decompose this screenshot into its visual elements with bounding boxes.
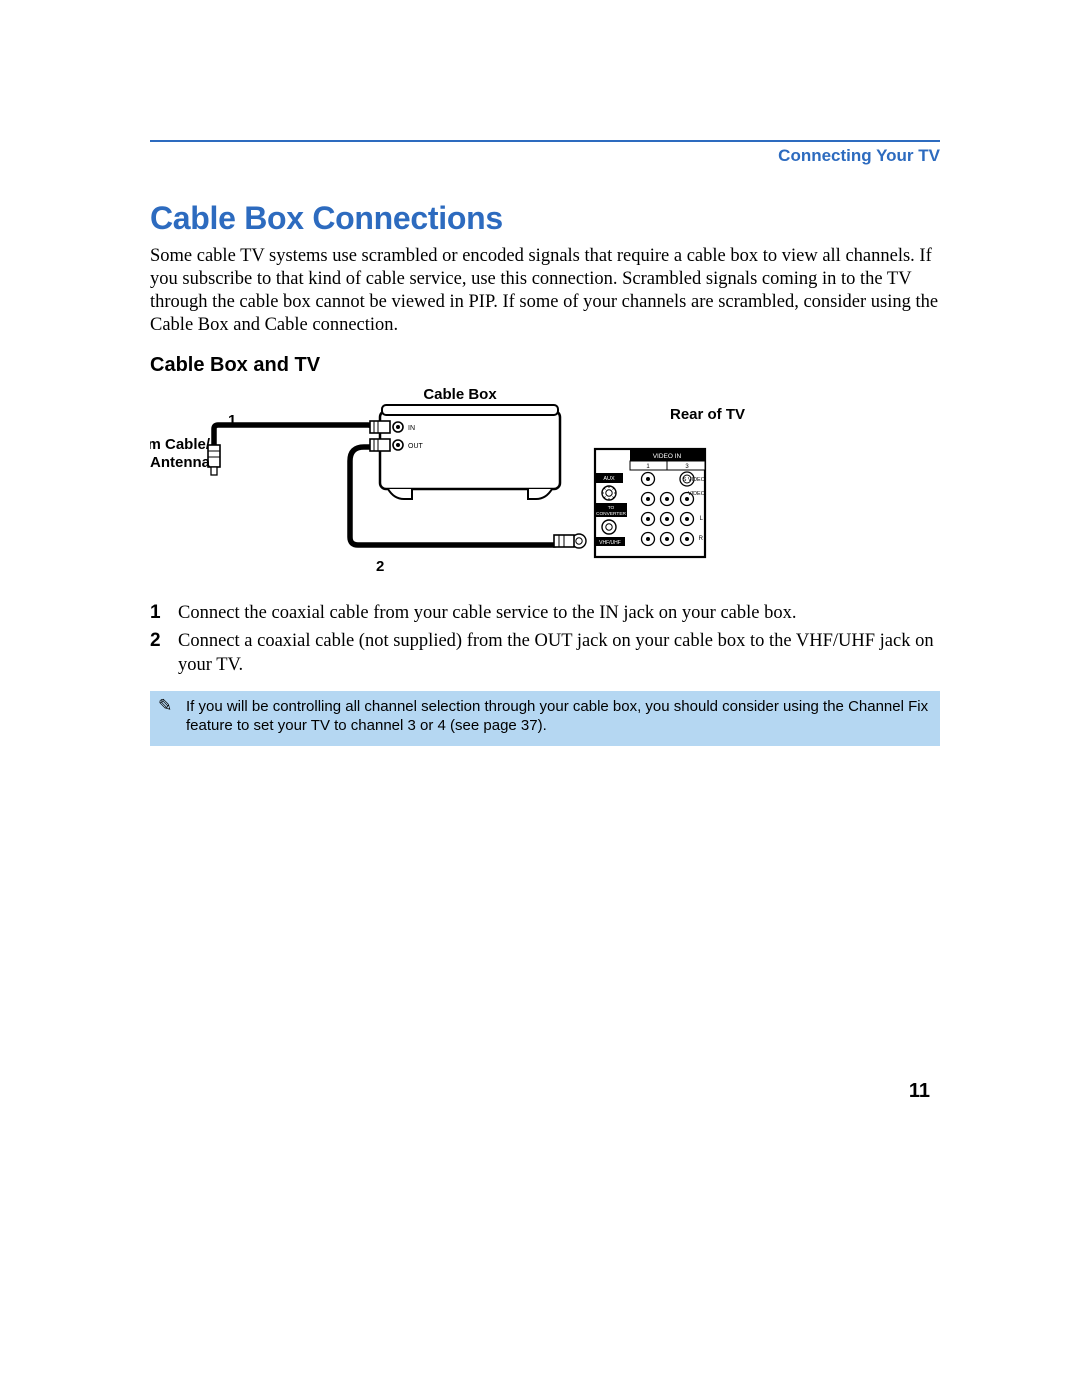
label-rear-of-tv: Rear of TV (670, 406, 745, 423)
label-out: OUT (408, 443, 424, 450)
tv-rear-panel-icon: VIDEO IN 1 3 S VIDEO VIDEO (572, 449, 706, 557)
label-aux: AUX (603, 476, 615, 482)
label-video-in: VIDEO IN (653, 453, 682, 460)
step-text: Connect the coaxial cable from your cabl… (178, 601, 796, 625)
pencil-icon: ✎ (158, 697, 172, 714)
label-to: TO (608, 505, 615, 511)
page-title: Cable Box Connections (150, 200, 940, 237)
label-r: R (699, 536, 704, 542)
connection-diagram: Cable Box IN OUT Rear of TV (150, 387, 940, 587)
note-text: If you will be controlling all channel s… (186, 697, 930, 736)
subsection-title: Cable Box and TV (150, 354, 940, 377)
label-video: VIDEO (688, 491, 706, 497)
step-text: Connect a coaxial cable (not supplied) f… (178, 629, 940, 677)
header-section-label: Connecting Your TV (150, 146, 940, 166)
instruction-steps: 1 Connect the coaxial cable from your ca… (150, 601, 940, 677)
label-s-video: S VIDEO (683, 477, 706, 483)
note-callout: ✎ If you will be controlling all channel… (150, 691, 940, 746)
label-vhf-uhf: VHF/UHF (599, 540, 621, 546)
label-antenna: Antenna (150, 454, 211, 471)
label-cable-box: Cable Box (423, 387, 497, 403)
label-converter: CONVERTER (596, 511, 627, 517)
header-rule (150, 140, 940, 142)
intro-paragraph: Some cable TV systems use scrambled or e… (150, 245, 940, 338)
cable-box-icon: IN OUT (380, 405, 560, 499)
step-number: 2 (150, 629, 178, 653)
step-row: 1 Connect the coaxial cable from your ca… (150, 601, 940, 625)
label-from-cable: From Cable/ (150, 436, 211, 453)
page-number: 11 (909, 1080, 930, 1103)
label-num2: 2 (376, 558, 384, 575)
page-content: Connecting Your TV Cable Box Connections… (150, 140, 940, 746)
step-row: 2 Connect a coaxial cable (not supplied)… (150, 629, 940, 677)
label-num1: 1 (228, 412, 236, 429)
step-number: 1 (150, 601, 178, 625)
label-in: IN (408, 425, 415, 432)
